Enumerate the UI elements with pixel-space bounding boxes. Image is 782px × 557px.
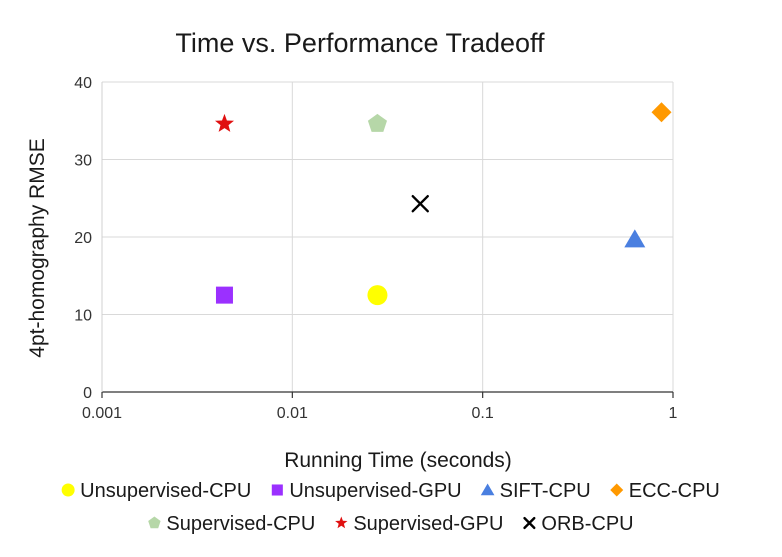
point-sift-cpu <box>624 229 646 248</box>
point-orb-cpu <box>411 194 429 213</box>
legend-label: Supervised-CPU <box>166 513 315 535</box>
legend-label: ORB-CPU <box>541 513 633 535</box>
legend-label: Unsupervised-GPU <box>289 480 461 502</box>
legend-marker-supervised-gpu <box>335 516 348 529</box>
y-axis-label: 4pt-homography RMSE <box>26 138 49 357</box>
tick-labels: 0 10 20 30 40 0.001 0.01 0.1 1 <box>74 75 677 422</box>
legend-marker-sift-cpu <box>480 483 495 496</box>
legend-item-supervised-gpu: Supervised-GPU <box>335 513 503 535</box>
legend-marker-supervised-cpu <box>148 516 161 529</box>
legend-item-ecc-cpu: ECC-CPU <box>610 480 720 502</box>
legend-label: Supervised-GPU <box>353 513 503 535</box>
legend-marker-unsupervised-gpu <box>271 484 283 496</box>
axes <box>101 82 674 398</box>
point-unsupervised-gpu <box>215 286 233 304</box>
legend-item-sift-cpu: SIFT-CPU <box>480 480 591 502</box>
x-tick-label: 0.001 <box>82 405 122 422</box>
legend-item-orb-cpu: ORB-CPU <box>523 513 634 535</box>
x-axis-label: Running Time (seconds) <box>284 449 512 472</box>
y-tick-label: 0 <box>83 385 92 402</box>
legend-label: ECC-CPU <box>629 480 720 502</box>
point-supervised-gpu <box>215 113 234 132</box>
legend-label: Unsupervised-CPU <box>80 480 251 502</box>
y-tick-label: 40 <box>74 75 92 92</box>
x-tick-label: 0.1 <box>472 405 494 422</box>
x-tick-label: 0.01 <box>277 405 308 422</box>
legend-item-unsupervised-gpu: Unsupervised-GPU <box>271 480 462 502</box>
chart-title: Time vs. Performance Tradeoff <box>175 28 545 58</box>
x-tick-label: 1 <box>669 405 678 422</box>
y-tick-label: 10 <box>74 308 92 325</box>
y-tick-label: 20 <box>74 230 92 247</box>
legend-label: SIFT-CPU <box>500 480 591 502</box>
legend: Unsupervised-CPU Unsupervised-GPU SIFT-CPU… <box>61 480 720 535</box>
legend-marker-unsupervised-cpu <box>61 483 75 497</box>
legend-marker-orb-cpu <box>523 516 536 530</box>
legend-item-unsupervised-cpu: Unsupervised-CPU <box>61 480 251 502</box>
point-ecc-cpu <box>651 102 672 123</box>
legend-item-supervised-cpu: Supervised-CPU <box>148 513 315 535</box>
data-points <box>215 102 672 306</box>
legend-marker-ecc-cpu <box>610 483 624 497</box>
y-tick-label: 30 <box>74 153 92 170</box>
gridlines <box>102 81 674 392</box>
point-unsupervised-cpu <box>367 285 388 306</box>
point-supervised-cpu <box>367 113 387 132</box>
